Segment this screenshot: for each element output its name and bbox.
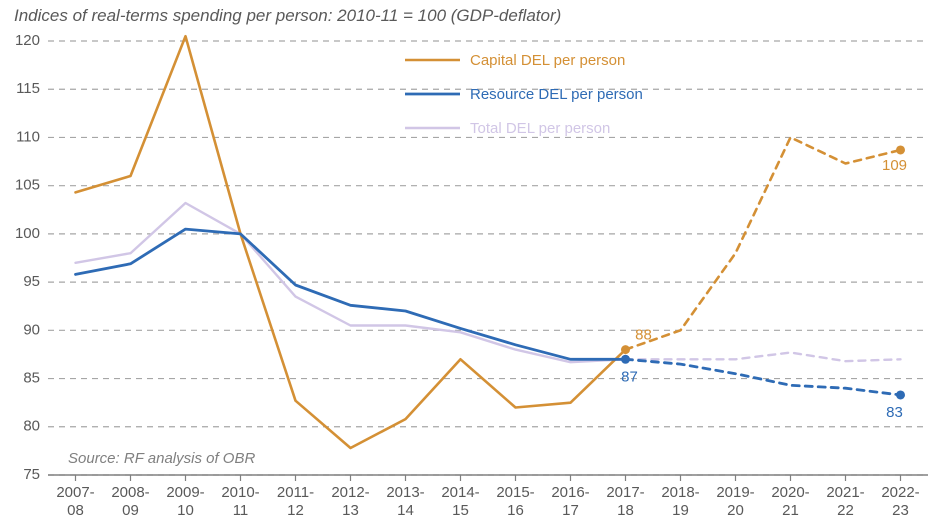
x-tick-label: 2012-13 [331,484,369,519]
marker-label-capital: 88 [635,327,652,344]
legend-label-total: Total DEL per person [470,120,610,137]
line-resource-actual [76,229,626,359]
marker-label-capital: 109 [882,157,907,174]
y-tick-label: 80 [23,418,40,435]
marker-resource [896,390,905,399]
x-tick-label: 2021-22 [826,484,864,519]
x-tick-label: 2009-10 [166,484,204,519]
x-tick-label: 2015-16 [496,484,534,519]
marker-capital [621,345,630,354]
chart-svg: 75 80 85 90 95 100 105 110 115 120 2007-08 2008-09 2… [0,0,939,520]
y-tick-label: 75 [23,466,40,483]
x-tick-label: 2019-20 [716,484,754,519]
line-total-forecast [626,353,901,362]
x-tick-label: 2018-19 [661,484,699,519]
x-tick-label: 2011-12 [277,484,314,519]
x-tick-label: 2010-11 [221,484,259,519]
x-tick-label: 2020-21 [771,484,809,519]
x-tick-label: 2017-18 [606,484,644,519]
x-tick-label: 2014-15 [441,484,479,519]
marker-capital [896,145,905,154]
legend-label-capital: Capital DEL per person [470,52,625,69]
x-tick-label: 2022-23 [881,484,919,519]
y-tick-label: 100 [15,225,40,242]
y-tick-label: 110 [16,128,40,145]
line-capital-forecast [626,137,901,349]
line-resource-forecast [626,359,901,395]
marker-label-resource: 87 [621,368,638,385]
marker-resource [621,355,630,364]
y-tick-label: 90 [23,321,40,338]
y-tick-label: 95 [23,273,40,290]
y-tick-label: 105 [15,177,40,194]
y-tick-label: 120 [15,32,40,49]
chart-container: Indices of real-terms spending per perso… [0,0,939,520]
x-tick-label: 2008-09 [111,484,149,519]
marker-label-resource: 83 [886,404,903,421]
y-tick-label: 85 [23,370,40,387]
x-tick-label: 2016-17 [551,484,589,519]
x-tick-label: 2007-08 [56,484,94,519]
source-note: Source: RF analysis of OBR [68,450,255,467]
y-tick-label: 115 [16,80,40,97]
legend-label-resource: Resource DEL per person [470,86,643,103]
x-tick-label: 2013-14 [386,484,424,519]
